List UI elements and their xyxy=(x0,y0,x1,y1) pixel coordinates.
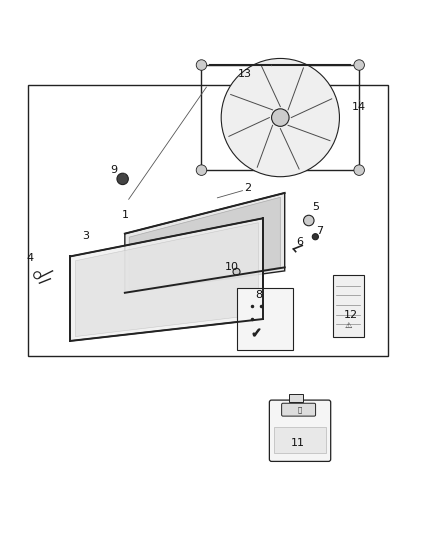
Text: 6: 6 xyxy=(297,237,304,247)
Text: 13: 13 xyxy=(238,69,252,79)
Text: ᗑ: ᗑ xyxy=(298,406,302,413)
Circle shape xyxy=(354,60,364,70)
Polygon shape xyxy=(70,219,263,341)
Circle shape xyxy=(312,233,318,240)
Text: ⚠: ⚠ xyxy=(344,321,352,330)
Circle shape xyxy=(354,165,364,175)
Circle shape xyxy=(272,109,289,126)
Circle shape xyxy=(196,165,207,175)
Text: 8: 8 xyxy=(255,290,262,300)
Bar xyxy=(274,427,326,453)
Text: 10: 10 xyxy=(225,262,239,271)
Text: 11: 11 xyxy=(291,438,305,448)
Text: 12: 12 xyxy=(343,310,357,320)
Polygon shape xyxy=(129,197,280,289)
FancyBboxPatch shape xyxy=(282,403,315,416)
Circle shape xyxy=(221,59,339,177)
Bar xyxy=(237,288,293,350)
Bar xyxy=(201,65,359,170)
Circle shape xyxy=(117,173,128,184)
Text: 1: 1 xyxy=(121,210,128,220)
Circle shape xyxy=(304,215,314,226)
Bar xyxy=(333,275,364,336)
Text: 5: 5 xyxy=(312,203,319,212)
Text: 2: 2 xyxy=(244,183,251,192)
Circle shape xyxy=(196,60,207,70)
FancyBboxPatch shape xyxy=(269,400,331,462)
Text: 14: 14 xyxy=(352,102,366,111)
Bar xyxy=(28,85,388,356)
Polygon shape xyxy=(125,193,285,293)
Text: 3: 3 xyxy=(82,231,89,241)
Text: 9: 9 xyxy=(110,165,117,175)
Text: 7: 7 xyxy=(316,227,323,237)
Polygon shape xyxy=(75,223,258,336)
Circle shape xyxy=(233,268,240,275)
Text: 4: 4 xyxy=(26,253,33,263)
Bar xyxy=(289,394,303,402)
